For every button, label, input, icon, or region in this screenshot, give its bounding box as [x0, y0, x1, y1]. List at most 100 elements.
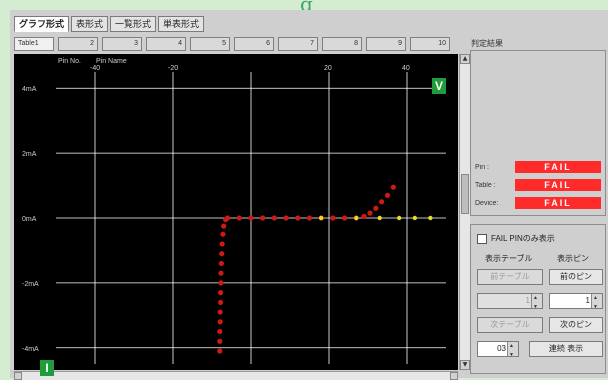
table-selector-bar: Table1 2 3 4 5 6 7 8 9 10 [14, 37, 450, 51]
result-row-table: Table : FAIL [475, 179, 603, 191]
count-spin-value: 03 [497, 344, 506, 353]
view-tabs: グラフ形式 表形式 一覧形式 単表形式 [14, 16, 205, 32]
curve-point [260, 215, 266, 221]
table-button-2[interactable]: 2 [58, 37, 98, 51]
count-spin-arrows[interactable] [507, 339, 518, 362]
scroll-down-arrow[interactable]: ▼ [460, 360, 470, 370]
table-button-3[interactable]: 3 [102, 37, 142, 51]
pin-no-label: Pin No. [58, 58, 81, 65]
curve-point [217, 319, 223, 325]
pin-name-label: Pin Name [96, 58, 127, 65]
curve-point [217, 299, 224, 305]
plot-vertical-scrollbar[interactable]: ▲ ▼ [459, 54, 470, 370]
current-axis-badge: I [40, 360, 54, 376]
table-button-6[interactable]: 6 [234, 37, 274, 51]
table-button-7[interactable]: 7 [278, 37, 318, 51]
pin-select-label: 表示ピン [557, 254, 589, 263]
iv-curve-plot: Pin No. Pin Name -40 -20 20 40 4mA 2mA 0mA -2m… [14, 54, 458, 370]
scroll-left-arrow[interactable] [14, 372, 22, 380]
result-panel-title: 判定結果 [471, 39, 503, 48]
prev-table-button[interactable]: 前テーブル [477, 269, 543, 285]
table-button-4[interactable]: 4 [146, 37, 186, 51]
plot-grid [56, 72, 446, 364]
tab-graph[interactable]: グラフ形式 [14, 16, 70, 32]
result-row-device: Device: FAIL [475, 197, 603, 209]
x-tick-labels: -40 -20 20 40 [90, 65, 410, 72]
curve-point [218, 260, 224, 267]
tab-single[interactable]: 単表形式 [158, 16, 205, 32]
result-panel: Pin : FAIL Table : FAIL Device: FAIL [470, 50, 606, 216]
status-badge-pin: FAIL [515, 161, 601, 173]
zero-point [319, 215, 324, 221]
curve-point [219, 241, 225, 247]
curve-point [306, 215, 313, 221]
window-header: g [0, 0, 608, 16]
pin-spin-arrows[interactable] [591, 291, 602, 314]
count-spinner[interactable]: 03 [477, 339, 519, 362]
main-window: グラフ形式 表形式 一覧形式 単表形式 Table1 2 3 4 5 6 7 8… [10, 10, 608, 380]
checkbox-box[interactable] [477, 233, 487, 244]
scroll-up-arrow[interactable]: ▲ [460, 54, 470, 64]
plot-svg: Pin No. Pin Name -40 -20 20 40 4mA 2mA 0mA -2m… [22, 58, 446, 364]
curve-point [225, 215, 231, 221]
curve-point [330, 215, 336, 221]
curve-point [220, 231, 226, 237]
zero-point [377, 215, 382, 221]
pin-number-spinner[interactable]: 1 [549, 291, 603, 314]
table-spin-value: 1 [525, 296, 530, 305]
prev-pin-button[interactable]: 前のピン [549, 269, 603, 285]
curve-point [295, 215, 301, 221]
table-spin-arrows[interactable] [531, 291, 542, 314]
curve-point [218, 270, 224, 276]
x-tick-label: 40 [402, 65, 410, 72]
table-button-9[interactable]: 9 [366, 37, 406, 51]
curve-point [384, 192, 391, 198]
y-tick-label: -2mA [22, 281, 39, 288]
tab-table[interactable]: 表形式 [71, 16, 109, 32]
scroll-thumb[interactable] [461, 174, 469, 214]
result-label-device: Device: [475, 199, 499, 207]
curve-point [217, 309, 223, 315]
curve-point [367, 210, 373, 216]
curve-point [361, 213, 367, 219]
continuous-display-button[interactable]: 連続 表示 [529, 341, 603, 357]
result-row-pin: Pin : FAIL [475, 161, 603, 173]
table-button-8[interactable]: 8 [322, 37, 362, 51]
zero-point [412, 215, 417, 221]
curve-point [283, 215, 289, 221]
tab-list[interactable]: 一覧形式 [110, 16, 157, 32]
table-button-5[interactable]: 5 [190, 37, 230, 51]
table-button-10[interactable]: 10 [410, 37, 450, 51]
y-tick-label: 4mA [22, 86, 37, 93]
table-button-1[interactable]: Table1 [14, 37, 54, 51]
x-tick-label: -20 [168, 65, 178, 72]
data-points [217, 184, 433, 354]
fail-only-checkbox[interactable]: FAIL PINのみ表示 [477, 233, 555, 244]
curve-point [342, 215, 348, 221]
plot-horizontal-scrollbar[interactable] [14, 371, 458, 380]
result-label-pin: Pin : [475, 163, 490, 171]
next-pin-button[interactable]: 次のピン [549, 317, 603, 333]
curve-point [373, 205, 379, 211]
curve-point [390, 184, 396, 190]
fail-only-label: FAIL PINのみ表示 [491, 234, 555, 243]
y-tick-label: 2mA [22, 151, 37, 158]
status-badge-device: FAIL [515, 197, 601, 209]
table-select-label: 表示テーブル [485, 254, 533, 263]
curve-point [271, 215, 277, 221]
zero-point [397, 215, 402, 221]
curve-point [217, 348, 223, 354]
curve-point [236, 215, 242, 221]
options-panel: FAIL PINのみ表示 表示テーブル 表示ピン 前テーブル 前のピン 1 1 … [470, 224, 606, 374]
curve-point [248, 215, 254, 221]
next-table-button[interactable]: 次テーブル [477, 317, 543, 333]
status-badge-table: FAIL [515, 179, 601, 191]
y-tick-labels: 4mA 2mA 0mA -2mA -4mA [22, 86, 39, 353]
table-number-spinner[interactable]: 1 [477, 291, 543, 314]
curve-point [379, 199, 385, 205]
scroll-right-arrow[interactable] [450, 372, 458, 380]
zero-point [354, 215, 359, 221]
y-tick-label: -4mA [22, 346, 39, 353]
voltage-axis-badge: V [432, 78, 446, 94]
curve-point [219, 251, 225, 257]
